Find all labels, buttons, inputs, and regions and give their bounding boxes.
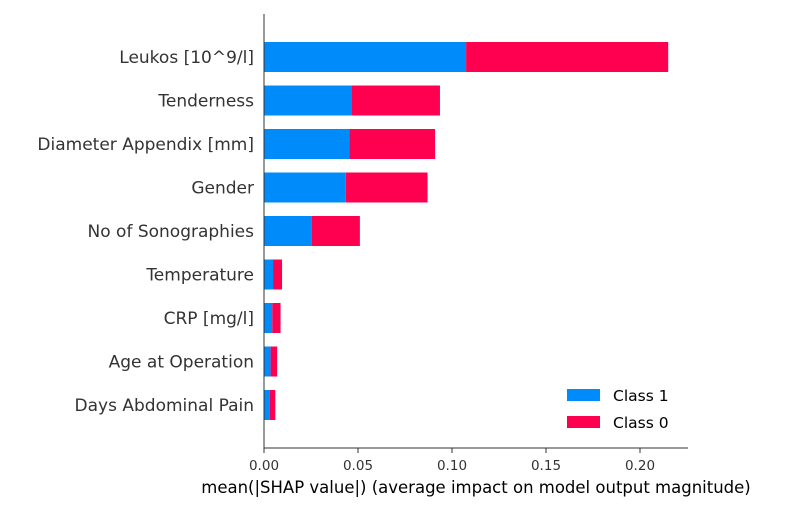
category-label-days-abdominal-pain: Days Abdominal Pain xyxy=(75,396,254,416)
legend-label-class-0: Class 0 xyxy=(613,414,669,432)
bar-group xyxy=(264,42,669,420)
bar-class-1-days-abdominal-pain xyxy=(264,390,270,420)
category-label-age-at-operation: Age at Operation xyxy=(109,353,254,373)
bar-class-1-leukos-10-9-l xyxy=(264,42,467,72)
bar-class-1-gender xyxy=(264,172,346,203)
category-label-diameter-appendix-mm: Diameter Appendix [mm] xyxy=(37,135,254,155)
bar-class-1-crp-mg-l xyxy=(264,303,273,333)
category-label-crp-mg-l: CRP [mg/l] xyxy=(164,309,254,329)
category-label-leukos-10-9-l: Leukos [10^9/l] xyxy=(119,48,254,68)
x-tick-label: 0.20 xyxy=(625,458,655,474)
bar-class-1-age-at-operation xyxy=(264,346,271,377)
category-label-gender: Gender xyxy=(191,179,254,199)
x-axis-label: mean(|SHAP value|) (average impact on mo… xyxy=(201,478,751,497)
x-tick-label: 0.15 xyxy=(531,458,561,474)
category-label-tenderness: Tenderness xyxy=(157,92,254,112)
bar-class-0-days-abdominal-pain xyxy=(269,390,276,420)
bar-class-1-no-of-sonographies xyxy=(264,216,312,246)
bar-class-1-diameter-appendix-mm xyxy=(264,129,350,159)
bar-class-0-diameter-appendix-mm xyxy=(349,129,436,159)
legend-swatch-class-1 xyxy=(567,389,600,401)
bar-class-0-crp-mg-l xyxy=(272,303,281,333)
bar-class-0-tenderness xyxy=(351,85,440,116)
x-tick-label: 0.00 xyxy=(249,458,279,474)
bar-class-1-temperature xyxy=(264,259,274,290)
legend: Class 1 Class 0 xyxy=(567,387,669,432)
bar-class-1-tenderness xyxy=(264,85,352,116)
legend-swatch-class-0 xyxy=(567,416,600,428)
bar-class-0-leukos-10-9-l xyxy=(466,42,669,72)
category-label-no-of-sonographies: No of Sonographies xyxy=(88,222,255,242)
x-tick-label: 0.05 xyxy=(343,458,373,474)
x-tick-label: 0.10 xyxy=(437,458,467,474)
category-labels: Leukos [10^9/l] Tenderness Diameter Append… xyxy=(37,48,254,416)
bar-class-0-gender xyxy=(345,172,428,203)
legend-label-class-1: Class 1 xyxy=(613,387,669,405)
bar-class-0-age-at-operation xyxy=(270,346,278,377)
bar-class-0-temperature xyxy=(273,259,283,290)
bar-class-0-no-of-sonographies xyxy=(311,216,360,246)
category-label-temperature: Temperature xyxy=(145,266,254,286)
x-axis-ticks: 0.00 0.05 0.10 0.15 0.20 xyxy=(249,448,655,474)
